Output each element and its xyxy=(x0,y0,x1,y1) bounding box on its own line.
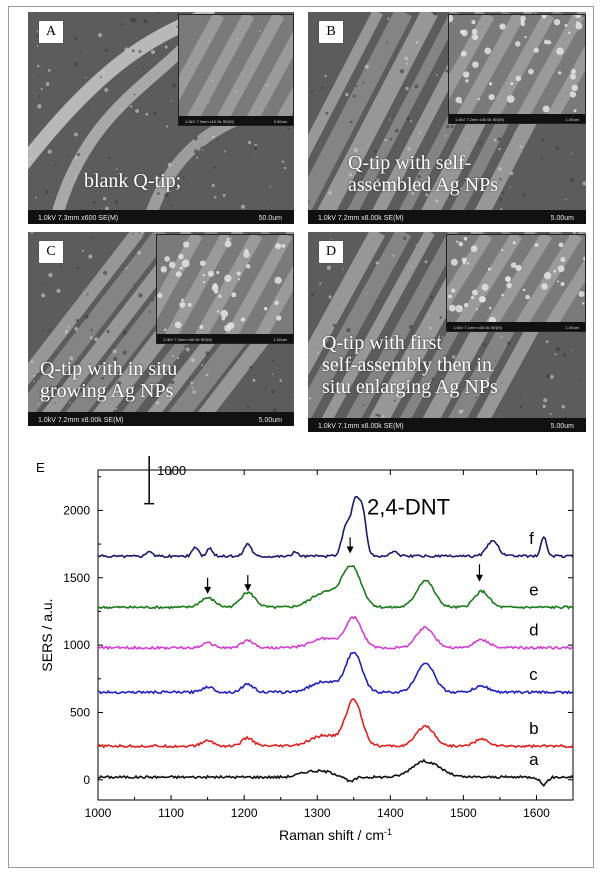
sem-inset: 1.0kV 7.1mm x30.0k SE(M) 1.00um xyxy=(446,234,586,332)
caption-line: blank Q-tip; xyxy=(84,170,182,192)
inset-texture xyxy=(449,15,585,123)
x-axis-label: Raman shift / cm-1 xyxy=(279,827,392,843)
y-tick-label: 1000 xyxy=(63,638,90,652)
caption-line: Q-tip with first xyxy=(322,332,442,354)
inset-meta: 1.0kV 7.2mm x30.0k SE(M) xyxy=(163,337,212,342)
x-tick-label: 1400 xyxy=(377,806,404,820)
sem-inset: 1.0kV 7.2mm x30.0k SE(M) 1.00um xyxy=(448,14,586,124)
arrow-head xyxy=(346,546,354,554)
caption-line: self-assembly then in xyxy=(322,354,492,376)
y-tick-label: 2000 xyxy=(63,503,90,517)
series-label-f: f xyxy=(529,529,534,548)
sem-panel-a: 1.0kV 7.3mm x10.0k SE(M) 3.00um 1.0kV 7.3m… xyxy=(28,12,294,224)
x-axis-label-sup: -1 xyxy=(384,827,392,837)
sem-meta: 1.0kV 7.2mm x8.00k SE(M) xyxy=(318,215,404,222)
y-tick-label: 500 xyxy=(70,705,90,719)
caption-line: assembled Ag NPs xyxy=(348,174,498,196)
panel-caption: Q-tip with in situ growing Ag NPs xyxy=(40,358,177,402)
y-axis-label: SERS / a.u. xyxy=(39,598,55,671)
arrow-head xyxy=(204,586,212,594)
inset-meta: 1.0kV 7.1mm x30.0k SE(M) xyxy=(453,325,502,330)
sem-inset: 1.0kV 7.3mm x10.0k SE(M) 3.00um xyxy=(178,14,294,126)
sem-meta: 1.0kV 7.3mm x600 SE(M) xyxy=(38,215,119,222)
y-tick-label: 0 xyxy=(83,773,90,787)
panel-caption: blank Q-tip; xyxy=(84,170,181,192)
series-label-c: c xyxy=(529,665,538,684)
inset-scale: 1.00um xyxy=(565,325,579,330)
caption-line: Q-tip with in situ xyxy=(40,358,178,380)
sem-panel-c: 1.0kV 7.2mm x30.0k SE(M) 1.00um 1.0kV 7.2m… xyxy=(28,232,294,426)
arrow-head xyxy=(244,584,252,592)
x-tick-label: 1600 xyxy=(523,806,550,820)
x-tick-label: 1200 xyxy=(231,806,258,820)
series-line-b xyxy=(97,698,574,749)
series-line-f xyxy=(97,495,574,559)
sem-panel-b: 1.0kV 7.2mm x30.0k SE(M) 1.00um 1.0kV 7.2m… xyxy=(308,12,586,224)
sem-panel-d: 1.0kV 7.1mm x30.0k SE(M) 1.00um 1.0kV 7.1m… xyxy=(308,232,586,432)
panel-label: D xyxy=(318,240,344,264)
series-label-a: a xyxy=(529,750,539,769)
caption-line: situ enlarging Ag NPs xyxy=(322,376,498,398)
series-label-b: b xyxy=(529,719,538,738)
inset-scale: 3.00um xyxy=(273,119,287,124)
series-label-e: e xyxy=(529,580,538,599)
sem-scale: 50.0um xyxy=(258,215,282,222)
x-tick-label: 1500 xyxy=(450,806,477,820)
series-line-e xyxy=(97,565,574,610)
panel-caption: Q-tip with self-assembled Ag NPs xyxy=(348,152,498,196)
series-line-d xyxy=(97,615,574,651)
series-line-a xyxy=(97,758,574,787)
inset-texture xyxy=(157,235,293,343)
chart-title: 2,4-DNT xyxy=(367,494,450,519)
raman-chart: E 1000 1100 1200 1300 1400 1500 1600 0 500 1000 150… xyxy=(36,456,574,843)
sem-info-bar xyxy=(28,210,294,224)
x-tick-label: 1300 xyxy=(304,806,331,820)
inset-scale: 1.00um xyxy=(273,337,287,342)
sem-scale: 5.00um xyxy=(258,417,282,424)
sem-scale: 5.00um xyxy=(550,423,574,430)
panel-label-e: E xyxy=(36,460,45,475)
sem-info-bar xyxy=(28,412,294,426)
scale-bar-label: 1000 xyxy=(157,463,186,478)
inset-meta: 1.0kV 7.3mm x10.0k SE(M) xyxy=(185,119,234,124)
inset-scale: 1.00um xyxy=(565,117,579,122)
panel-label: A xyxy=(38,20,64,44)
panel-label: C xyxy=(38,240,64,264)
caption-line: Q-tip with self- xyxy=(348,152,472,174)
sem-meta: 1.0kV 7.1mm x8.00k SE(M) xyxy=(318,423,404,430)
panel-label: B xyxy=(318,20,344,44)
caption-line: growing Ag NPs xyxy=(40,380,174,402)
sem-inset: 1.0kV 7.2mm x30.0k SE(M) 1.00um xyxy=(156,234,294,344)
sem-meta: 1.0kV 7.2mm x8.00k SE(M) xyxy=(38,417,124,424)
sem-info-bar xyxy=(308,418,586,432)
series-label-d: d xyxy=(529,621,538,640)
inset-texture xyxy=(179,15,293,125)
sem-scale: 5.00um xyxy=(550,215,574,222)
x-tick-label: 1000 xyxy=(85,806,112,820)
arrow-head xyxy=(475,574,483,582)
plot-frame xyxy=(97,469,574,801)
inset-texture xyxy=(447,235,585,331)
series-line-c xyxy=(97,651,574,695)
inset-meta: 1.0kV 7.2mm x30.0k SE(M) xyxy=(455,117,504,122)
panel-caption: Q-tip with first self-assembly then in sit… xyxy=(322,332,498,398)
y-tick-label: 1500 xyxy=(63,571,90,585)
x-tick-label: 1100 xyxy=(158,806,184,820)
sem-info-bar xyxy=(308,210,586,224)
